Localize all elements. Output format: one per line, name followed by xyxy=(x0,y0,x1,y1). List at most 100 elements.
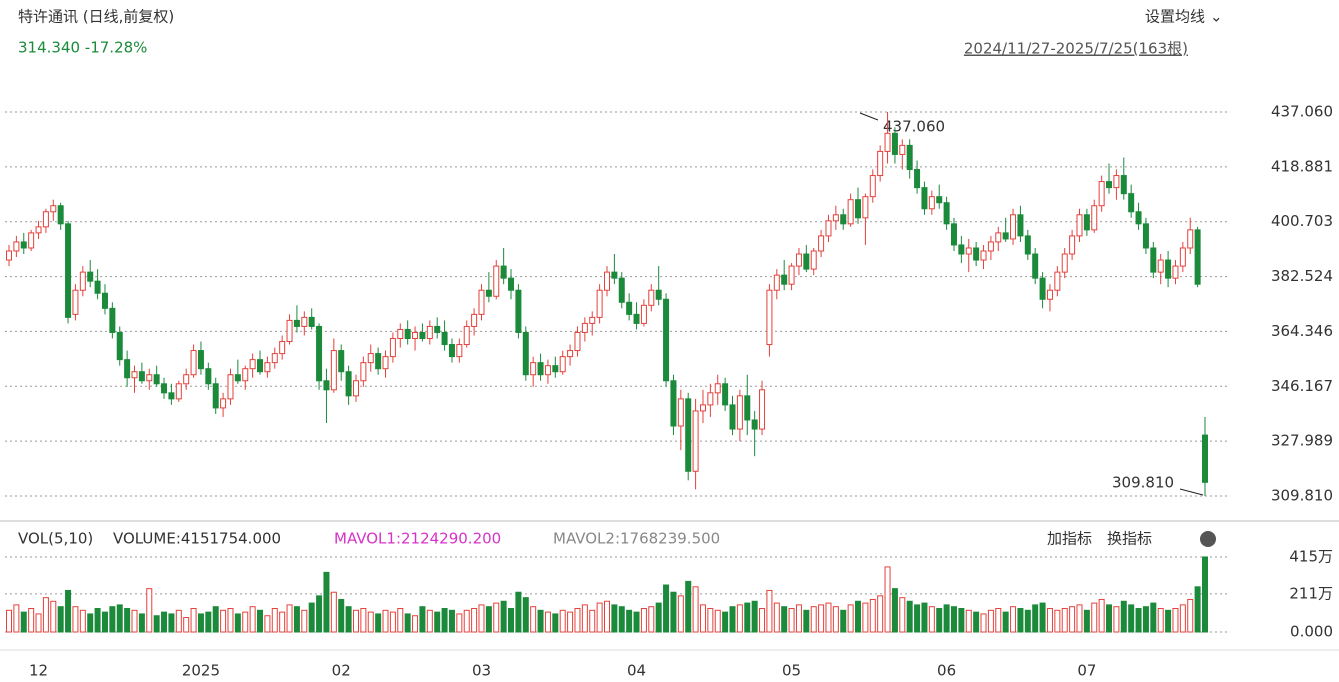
candle-body xyxy=(855,199,862,219)
candle-body xyxy=(1202,434,1208,483)
volume-bar xyxy=(699,604,706,633)
y-tick-label: 437.060 xyxy=(1271,103,1333,121)
volume-bar xyxy=(825,602,832,633)
volume-bar xyxy=(995,608,1002,633)
candle-body xyxy=(1046,289,1053,300)
volume-bar xyxy=(899,597,906,633)
volume-bar xyxy=(94,608,101,633)
candle-body xyxy=(626,301,633,315)
volume-bar xyxy=(877,595,884,633)
volume-bar xyxy=(345,606,352,633)
candle-body xyxy=(589,316,596,324)
candle-body xyxy=(714,383,721,394)
volume-bar xyxy=(508,608,515,633)
volume-bar xyxy=(1157,608,1164,633)
volume-bar xyxy=(1091,602,1098,633)
candle-body xyxy=(35,226,42,234)
candle-body xyxy=(810,250,817,270)
candle-body xyxy=(301,316,308,327)
candle-body xyxy=(618,277,625,303)
candle-body xyxy=(552,365,559,373)
candle-body xyxy=(559,356,566,373)
candle-body xyxy=(456,344,463,358)
candle-body xyxy=(537,362,544,376)
candle-body xyxy=(338,350,345,373)
vol-name: VOL(5,10) xyxy=(18,530,93,548)
candle-body xyxy=(367,353,374,364)
volume-bar xyxy=(855,600,862,633)
add-indicator[interactable]: 加指标 xyxy=(1047,530,1092,548)
volume-bar xyxy=(293,606,300,633)
candle-body xyxy=(1165,259,1172,279)
candle-body xyxy=(124,359,131,379)
volume-bar xyxy=(323,571,330,633)
switch-indicator[interactable]: 换指标 xyxy=(1107,530,1152,548)
candle-body xyxy=(965,247,972,255)
volume-bar xyxy=(308,602,315,633)
volume-bar xyxy=(736,604,743,633)
candle-body xyxy=(648,289,655,306)
candle-body xyxy=(995,232,1002,243)
candle-body xyxy=(257,359,264,373)
volume-bar xyxy=(257,609,264,633)
volume-bar xyxy=(1054,609,1061,633)
volume-bar xyxy=(559,609,566,633)
volume-bar xyxy=(448,609,455,633)
candle-body xyxy=(515,289,522,333)
volume-bar xyxy=(987,609,994,633)
volume-bar xyxy=(419,606,426,633)
candle-body xyxy=(42,211,49,228)
max-arrow xyxy=(859,112,879,121)
ma-setting[interactable]: 设置均线 xyxy=(1145,8,1205,26)
candle-body xyxy=(382,356,389,370)
candle-body xyxy=(825,220,832,237)
candle-body xyxy=(330,350,337,391)
candle-body xyxy=(28,232,35,249)
volume-bar xyxy=(301,609,308,633)
candle-body xyxy=(1098,181,1105,207)
volume-bar xyxy=(1150,602,1157,633)
volume-bar xyxy=(463,609,470,633)
x-tick-label: 02 xyxy=(332,662,351,680)
x-tick-label: 03 xyxy=(472,662,491,680)
volume-bar xyxy=(471,608,478,633)
volume-bar xyxy=(352,609,359,633)
candle-body xyxy=(478,289,485,315)
candle-body xyxy=(567,350,574,358)
candle-body xyxy=(1135,211,1142,225)
volume-bar xyxy=(973,611,980,633)
volume-bar xyxy=(958,608,965,633)
volume-bar xyxy=(242,611,249,633)
volume-bar xyxy=(663,584,670,633)
candle-body xyxy=(138,371,145,382)
candle-body xyxy=(116,331,123,361)
candle-body xyxy=(604,271,610,291)
candle-body xyxy=(389,338,396,358)
volume-bar xyxy=(1039,602,1046,633)
close-icon[interactable] xyxy=(1200,531,1216,547)
volume-bar xyxy=(87,613,94,633)
date-range: 2024/11/27-2025/7/25(163根) xyxy=(964,40,1188,58)
volume-bar xyxy=(1106,604,1113,633)
volume-bar xyxy=(869,598,876,633)
volume-bar xyxy=(116,604,123,633)
candle-body xyxy=(434,325,441,333)
candle-body xyxy=(899,144,906,155)
x-tick-label: 2025 xyxy=(182,662,220,680)
volume-bar xyxy=(286,604,293,633)
candle-body xyxy=(153,374,160,385)
volume-bar xyxy=(1010,606,1017,633)
v-tick-label: 0.000 xyxy=(1290,623,1333,641)
candle-body xyxy=(1187,229,1194,249)
candle-body xyxy=(220,398,227,409)
volume-bar xyxy=(640,608,647,633)
candle-body xyxy=(1017,214,1024,237)
volume-bar xyxy=(759,608,766,633)
volume-bar xyxy=(485,606,492,633)
candle-body xyxy=(759,389,766,430)
candle-body xyxy=(581,322,588,333)
candle-body xyxy=(508,277,515,291)
volume-bar xyxy=(1194,586,1201,633)
volume-bar xyxy=(795,604,802,633)
